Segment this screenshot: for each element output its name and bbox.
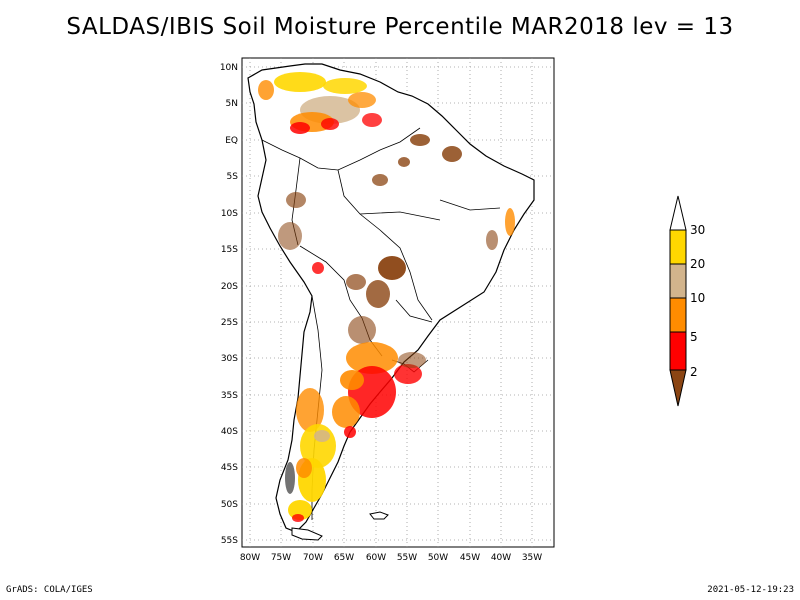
- lat-label: 55S: [221, 536, 238, 546]
- lat-label: 45S: [221, 463, 238, 473]
- legend-label: 5: [690, 330, 698, 344]
- lat-label: 30S: [221, 354, 238, 364]
- lat-label: 15S: [221, 245, 238, 255]
- tierra-del-fuego: [291, 527, 323, 541]
- legend-band-2-5: [669, 331, 687, 371]
- lon-labels: 80W 75W 70W 65W 60W 55W 50W 45W 40W 35W: [240, 553, 542, 563]
- legend-label: 20: [690, 257, 705, 271]
- lon-label: 80W: [240, 553, 260, 563]
- lon-label: 55W: [397, 553, 417, 563]
- lon-label: 60W: [366, 553, 386, 563]
- moisture-patches: [258, 72, 515, 522]
- legend-label: 30: [690, 223, 705, 237]
- lat-label: 10S: [221, 209, 238, 219]
- lon-label: 65W: [334, 553, 354, 563]
- lat-label: 10N: [220, 63, 238, 73]
- lat-label: EQ: [225, 136, 238, 146]
- lat-label: 50S: [221, 500, 238, 510]
- lat-label: 20S: [221, 282, 238, 292]
- lat-label: 5N: [226, 99, 238, 109]
- footer-timestamp: 2021-05-12-19:23: [707, 585, 794, 595]
- legend-label: 10: [690, 291, 705, 305]
- lat-label: 40S: [221, 427, 238, 437]
- lat-labels: 10N 5N EQ 5S 10S 15S 20S 25S 30S 35S 40S…: [220, 63, 238, 546]
- lat-label: 5S: [227, 172, 239, 182]
- lon-label: 45W: [460, 553, 480, 563]
- color-legend: 30 20 10 5 2: [669, 195, 705, 407]
- legend-band-10-20: [669, 263, 687, 299]
- legend-band-20-30: [669, 229, 687, 265]
- legend-bottom-arrow: [669, 369, 687, 407]
- map-title: SALDAS/IBIS Soil Moisture Percentile MAR…: [66, 14, 734, 40]
- lon-label: 70W: [303, 553, 323, 563]
- lat-label: 25S: [221, 318, 238, 328]
- legend-label: 2: [690, 365, 698, 379]
- footer-credit: GrADS: COLA/IGES: [6, 585, 93, 595]
- lon-label: 35W: [522, 553, 542, 563]
- falkland-islands: [369, 511, 389, 520]
- legend-top-arrow: [669, 195, 687, 231]
- lat-label: 35S: [221, 391, 238, 401]
- legend-band-5-10: [669, 297, 687, 333]
- lon-label: 40W: [491, 553, 511, 563]
- lon-label: 75W: [271, 553, 291, 563]
- lon-label: 50W: [428, 553, 448, 563]
